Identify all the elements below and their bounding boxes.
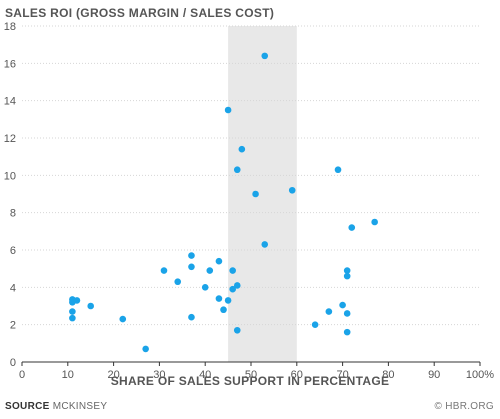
y-tick-label: 16	[4, 58, 16, 70]
data-point	[233, 166, 241, 174]
y-tick-label: 0	[10, 357, 16, 369]
x-tick-label: 40	[199, 369, 211, 381]
highlight-band	[228, 26, 297, 362]
x-tick-label: 10	[62, 369, 74, 381]
highlight-band-layer	[228, 26, 297, 362]
y-tick-label: 4	[10, 282, 16, 294]
x-tick-label: 100%	[466, 369, 494, 381]
data-point	[343, 328, 351, 336]
data-point	[119, 315, 127, 323]
y-tick-label: 14	[4, 96, 16, 108]
data-point	[224, 106, 232, 114]
data-point	[339, 301, 346, 309]
footer-credit: © HBR.ORG	[434, 401, 494, 412]
data-point	[233, 282, 241, 289]
y-tick-label: 2	[10, 320, 16, 332]
data-point	[160, 267, 168, 274]
chart-title: SALES ROI (GROSS MARGIN / SALES COST)	[5, 6, 275, 20]
data-point	[261, 52, 269, 60]
data-point	[229, 267, 236, 274]
x-tick-label: 30	[153, 369, 165, 381]
y-tick-label: 10	[4, 170, 16, 182]
data-point	[215, 257, 223, 265]
data-point	[188, 263, 195, 271]
x-tick-label: 70	[336, 369, 348, 381]
data-point	[348, 224, 356, 231]
data-point	[261, 241, 269, 248]
data-point	[215, 295, 223, 302]
axis-label-layer: 0 2 4 6 8 10 12 14 16 18 0 10 20 30 40 50 60 70 80 90 100%	[4, 21, 495, 381]
y-tick-label: 18	[4, 21, 16, 33]
x-tick-label: 60	[291, 369, 303, 381]
data-point	[206, 267, 214, 274]
data-point	[224, 297, 232, 304]
x-tick-label: 90	[428, 369, 440, 381]
data-point	[233, 326, 241, 334]
data-point	[343, 267, 351, 274]
data-point	[325, 308, 333, 315]
data-point	[311, 321, 319, 328]
data-point	[220, 306, 227, 314]
y-tick-label: 6	[10, 245, 16, 257]
data-point	[201, 284, 209, 291]
data-point	[188, 313, 195, 321]
data-point	[87, 302, 94, 310]
x-tick-label: 20	[107, 369, 119, 381]
gridline-layer	[22, 25, 480, 326]
data-point	[238, 145, 246, 153]
source-text: MCKINSEY	[52, 401, 108, 412]
data-point	[142, 345, 149, 353]
data-point	[288, 186, 296, 194]
data-point	[343, 272, 351, 280]
footer-source: SOURCE MCKINSEY	[5, 401, 107, 412]
y-tick-label: 8	[10, 208, 16, 220]
data-point	[252, 190, 259, 198]
data-point	[69, 308, 76, 315]
data-point	[229, 285, 236, 293]
data-point	[73, 297, 81, 304]
data-point	[174, 278, 182, 286]
data-point	[188, 252, 195, 259]
x-tick-label: 80	[382, 369, 394, 381]
data-point	[371, 218, 378, 226]
x-axis-title: SHARE OF SALES SUPPORT IN PERCENTAGE	[110, 374, 390, 388]
data-point-layer	[69, 52, 378, 353]
data-point	[69, 314, 76, 322]
data-point	[334, 166, 342, 174]
source-label: SOURCE	[5, 401, 50, 412]
x-tick-label: 0	[19, 369, 25, 381]
x-tick-label: 50	[245, 369, 257, 381]
data-point	[343, 310, 351, 317]
y-tick-label: 12	[4, 133, 16, 145]
